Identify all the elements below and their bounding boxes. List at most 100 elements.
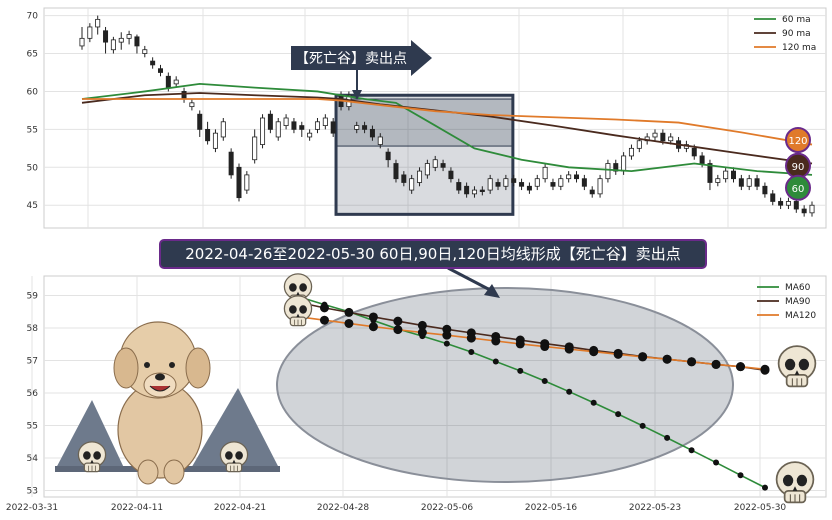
poodle-illustration [113, 321, 211, 485]
series-ma60-point [492, 358, 499, 365]
candle-body [87, 26, 93, 39]
candle-body [165, 75, 171, 89]
candle-body [118, 37, 124, 43]
candle-body [369, 128, 375, 138]
candle-body [377, 136, 383, 145]
candle-body [487, 178, 493, 191]
convergence-ellipse [276, 287, 734, 483]
banner-pointer-line [447, 266, 495, 294]
banner-pointer-head [484, 284, 500, 298]
top-plot-area [43, 7, 827, 229]
candle-body [205, 128, 211, 142]
candle-body [770, 193, 776, 202]
candle-body [181, 91, 187, 100]
candle-body [605, 163, 611, 180]
skull-nose [794, 370, 800, 375]
candle-body [597, 178, 603, 195]
bottom-y-tick-label: 56 [27, 389, 39, 399]
skull-ground-right [219, 441, 249, 473]
skull-eye [784, 358, 796, 371]
candle-body [440, 163, 446, 168]
series-ma120-point [638, 352, 648, 362]
candle-body [778, 201, 784, 206]
candle-body [464, 185, 470, 195]
dog-paw [137, 459, 159, 485]
candle-body [95, 18, 101, 28]
candle-body [668, 136, 674, 142]
series-ma120-point [613, 349, 623, 359]
series-ma120-point [736, 362, 746, 372]
series-ma60-point [664, 434, 671, 441]
candle-body [189, 102, 195, 108]
top-y-tick-label: 65 [27, 50, 38, 60]
candle-body [793, 201, 799, 210]
candle-body [228, 151, 234, 176]
top-legend-label: 120 ma [782, 43, 816, 53]
bottom-legend-label: MA120 [785, 311, 816, 321]
series-ma90-point [344, 307, 354, 317]
decorations [55, 273, 817, 504]
series-ma60-point [615, 411, 622, 418]
bottom-legend-label: MA60 [785, 283, 811, 293]
candle-body [581, 178, 587, 187]
candle-body [534, 178, 540, 187]
candle-body [558, 178, 564, 187]
candle-body [448, 170, 454, 180]
candle-body [652, 132, 658, 138]
series-ma90-point [417, 320, 427, 330]
series-ma120-point [393, 325, 403, 335]
x-tick-label: 2022-04-28 [317, 503, 370, 513]
candle-body [503, 178, 509, 187]
skull-eye [225, 451, 233, 460]
x-tick-label: 2022-04-11 [111, 503, 163, 513]
skull-eye [289, 305, 297, 314]
ma-badge-label: 120 [788, 136, 807, 147]
series-ma120-point [589, 347, 599, 357]
candle-body [307, 132, 313, 138]
mountain-left [55, 400, 125, 470]
series-ma120-point [368, 322, 378, 332]
callout-arrow-head [352, 90, 362, 100]
ma-badge-label: 60 [792, 184, 805, 195]
skull-nose [296, 313, 300, 318]
candle-body [103, 30, 109, 43]
skull-eye [299, 283, 307, 292]
mountain-right [190, 388, 280, 470]
bottom-y-tick-label: 57 [27, 357, 38, 367]
candle-body [691, 147, 697, 157]
bottom-y-tick-label: 55 [27, 422, 38, 432]
candle-body [519, 182, 525, 187]
series-ma120-point [344, 318, 354, 328]
candle-body [566, 174, 572, 180]
candle-body [322, 117, 328, 126]
candle-body [142, 49, 148, 54]
series-ma60-point [713, 459, 720, 466]
top-y-tick-label: 55 [27, 125, 38, 135]
dog-eye [144, 362, 150, 368]
skull-nose [232, 459, 236, 464]
series-ma60-point [639, 422, 646, 429]
dog-muzzle [143, 372, 177, 398]
candle-body [134, 36, 140, 47]
dog-ear-right [185, 347, 211, 389]
series-ma120-point [491, 336, 501, 346]
candle-body [212, 132, 218, 149]
candle-body [244, 174, 250, 191]
skull-end-top [777, 345, 817, 388]
skull-eye [798, 358, 810, 371]
skull-nose [792, 486, 798, 491]
candle-body [801, 208, 807, 214]
candle-body [252, 136, 258, 161]
series-ma120-point [319, 315, 329, 325]
series-ma60-point [566, 388, 573, 395]
skull-eye [93, 451, 101, 460]
bottom-y-tick-label: 54 [27, 454, 39, 464]
candle-body [354, 125, 360, 130]
candle-body [495, 182, 501, 187]
series-ma120-point [515, 339, 525, 349]
series-ma60-point [541, 377, 548, 384]
candle-body [628, 147, 634, 157]
candle-body [621, 155, 627, 172]
candle-body [330, 121, 336, 134]
